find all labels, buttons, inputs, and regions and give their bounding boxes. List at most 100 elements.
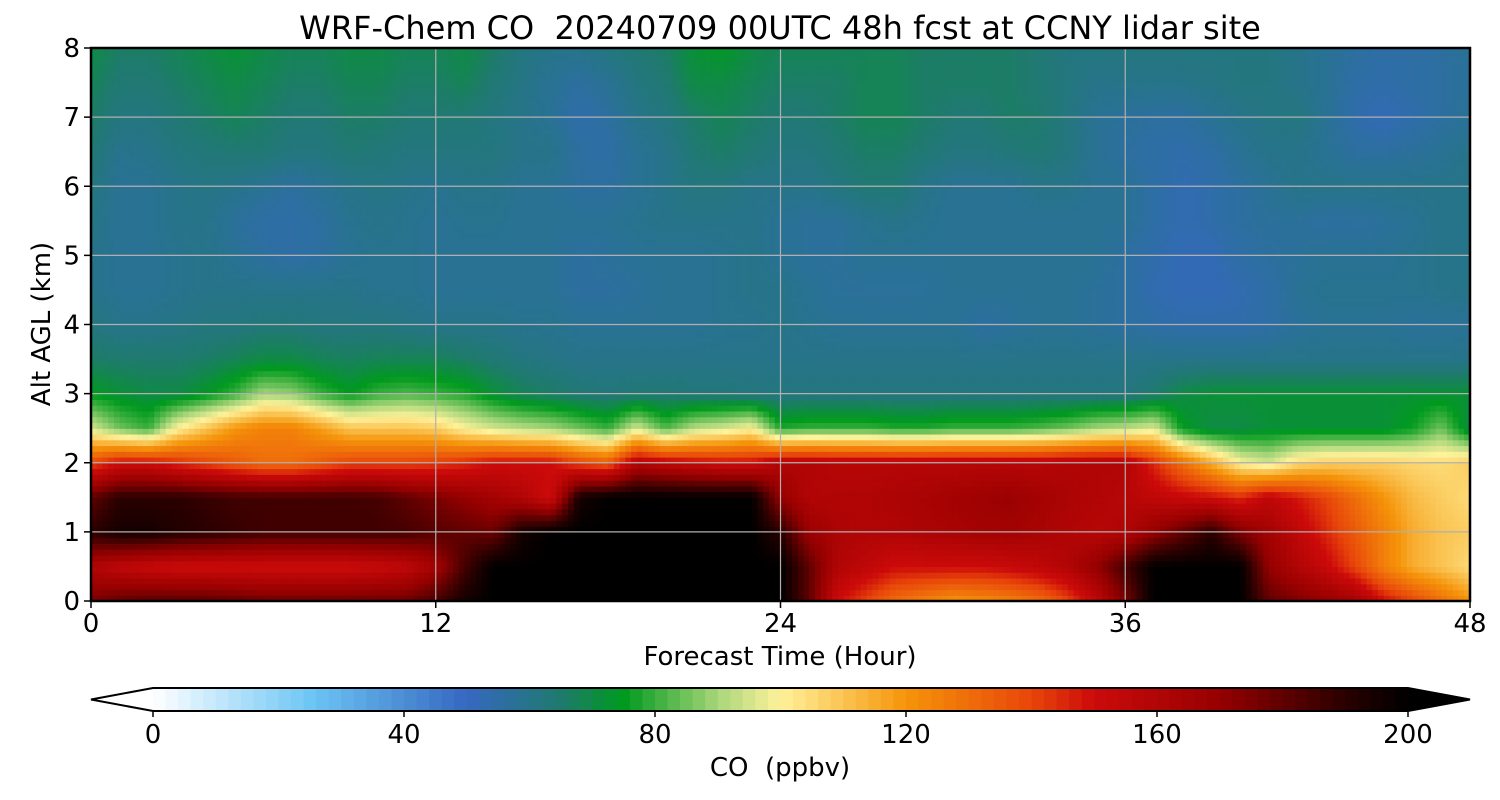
heatmap-cell — [665, 583, 672, 591]
heatmap-cell — [1027, 531, 1034, 539]
heatmap-cell — [1021, 595, 1029, 601]
heatmap-cell — [619, 577, 626, 585]
heatmap-cell — [1320, 560, 1327, 568]
heatmap-cell — [1314, 554, 1322, 562]
heatmap-cell — [154, 566, 161, 573]
heatmap-cell — [498, 508, 506, 516]
heatmap-cell — [234, 549, 241, 556]
heatmap-cell — [889, 577, 897, 585]
heatmap-cell — [688, 577, 695, 585]
heatmap-cell — [1102, 549, 1109, 556]
heatmap-cell — [648, 572, 655, 579]
heatmap-cell — [326, 577, 333, 585]
heatmap-cell — [929, 520, 937, 527]
heatmap-cell — [1113, 543, 1121, 550]
heatmap-cell — [309, 531, 316, 539]
heatmap-cell — [1222, 526, 1230, 533]
heatmap-cell — [883, 514, 891, 521]
heatmap-cell — [194, 572, 201, 579]
heatmap-cell — [786, 503, 793, 510]
heatmap-cell — [510, 549, 517, 556]
heatmap-cell — [631, 549, 638, 556]
heatmap-cell — [1044, 503, 1052, 510]
heatmap-cell — [1010, 572, 1017, 579]
heatmap-cell — [372, 572, 379, 579]
heatmap-cell — [1418, 577, 1425, 585]
heatmap-cell — [246, 537, 253, 544]
heatmap-cell — [1165, 497, 1172, 504]
heatmap-cell — [1062, 583, 1069, 591]
heatmap-cell — [1372, 543, 1379, 550]
heatmap-cell — [1165, 485, 1172, 493]
heatmap-cell — [131, 560, 138, 568]
heatmap-cell — [1337, 503, 1345, 510]
heatmap-cell — [590, 543, 598, 550]
heatmap-cell — [91, 480, 98, 487]
heatmap-cell — [659, 514, 667, 521]
heatmap-cell — [1217, 572, 1224, 579]
heatmap-cell — [826, 508, 833, 516]
heatmap-cell — [1268, 526, 1276, 533]
heatmap-cell — [458, 497, 466, 504]
heatmap-cell — [958, 577, 965, 585]
heatmap-cell — [171, 543, 178, 550]
heatmap-cell — [1085, 514, 1092, 521]
heatmap-cell — [338, 560, 345, 568]
heatmap-cell — [878, 543, 885, 550]
heatmap-cell — [475, 491, 483, 498]
heatmap-cell — [1251, 491, 1259, 498]
heatmap-cell — [1021, 543, 1029, 550]
heatmap-cell — [165, 560, 173, 568]
heatmap-cell — [814, 497, 822, 504]
heatmap-cell — [1102, 560, 1109, 568]
heatmap-cell — [102, 595, 109, 601]
heatmap-cell — [119, 537, 127, 544]
heatmap-cell — [1090, 577, 1098, 585]
heatmap-cell — [1062, 480, 1069, 487]
heatmap-cell — [1406, 572, 1414, 579]
heatmap-cell — [1039, 595, 1046, 601]
heatmap-cell — [631, 503, 638, 510]
heatmap-cell — [734, 537, 741, 544]
heatmap-cell — [883, 480, 891, 487]
heatmap-cell — [338, 514, 345, 521]
heatmap-cell — [786, 572, 793, 579]
heatmap-cell — [952, 554, 960, 562]
heatmap-cell — [757, 583, 764, 591]
heatmap-cell — [918, 508, 925, 516]
heatmap-cell — [389, 577, 397, 585]
heatmap-cell — [493, 531, 500, 539]
heatmap-cell — [1188, 560, 1195, 568]
heatmap-cell — [677, 491, 684, 498]
heatmap-cell — [682, 497, 690, 504]
heatmap-cell — [1412, 549, 1419, 556]
heatmap-cell — [809, 543, 816, 550]
heatmap-cell — [1119, 554, 1126, 562]
heatmap-cell — [188, 566, 196, 573]
heatmap-cell — [964, 497, 971, 504]
heatmap-cell — [993, 595, 1000, 601]
heatmap-cell — [516, 526, 523, 533]
heatmap-cell — [1452, 491, 1460, 498]
heatmap-cell — [763, 503, 770, 510]
heatmap-cell — [918, 549, 925, 556]
heatmap-cell — [154, 503, 161, 510]
heatmap-cell — [820, 497, 828, 504]
heatmap-cell — [947, 566, 954, 573]
heatmap-cell — [711, 491, 718, 498]
heatmap-cell — [585, 537, 592, 544]
heatmap-cell — [723, 543, 730, 550]
heatmap-cell — [826, 491, 833, 498]
heatmap-cell — [412, 595, 420, 601]
heatmap-cell — [780, 480, 787, 487]
heatmap-cell — [872, 577, 879, 585]
heatmap-cell — [872, 572, 879, 579]
heatmap-cell — [860, 520, 868, 527]
heatmap-cell — [964, 549, 971, 556]
heatmap-cell — [780, 583, 787, 591]
heatmap-cell — [1217, 566, 1224, 573]
heatmap-cell — [510, 583, 517, 591]
heatmap-cell — [1406, 566, 1414, 573]
heatmap-cell — [113, 566, 121, 573]
heatmap-cell — [470, 577, 477, 585]
